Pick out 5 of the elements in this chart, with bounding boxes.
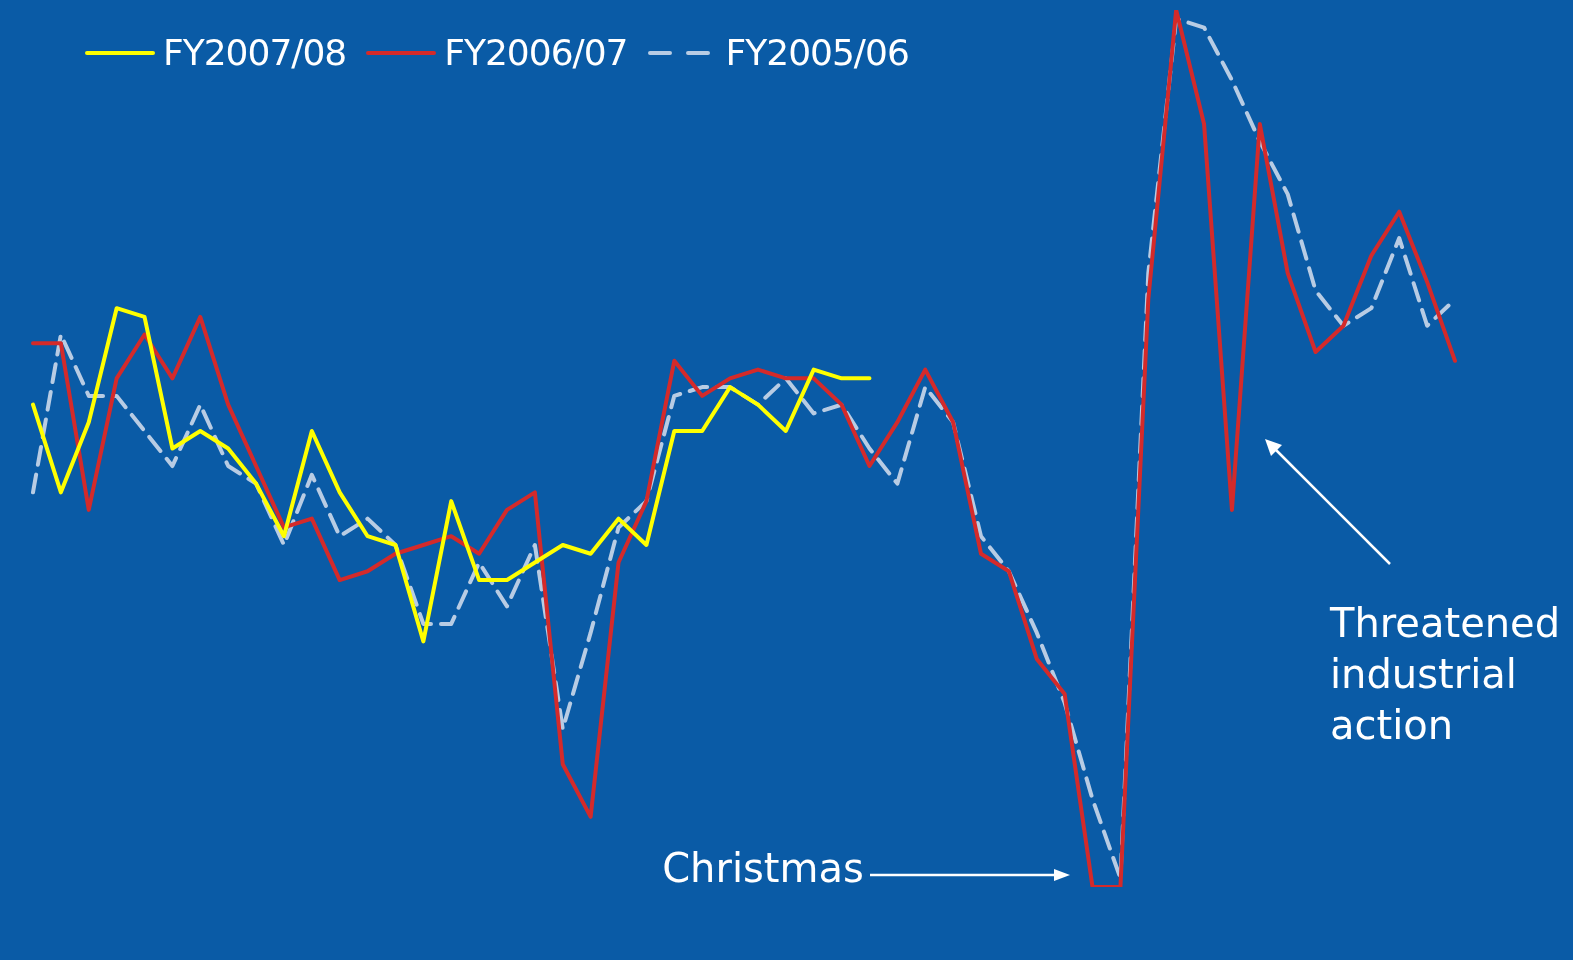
annotation: Christmas — [662, 845, 864, 892]
legend-label: FY2005/06 — [725, 32, 909, 73]
legend-label: FY2007/08 — [163, 32, 347, 73]
legend-label: FY2006/07 — [444, 32, 628, 73]
annotation: Threatened industrial action — [1329, 600, 1561, 749]
